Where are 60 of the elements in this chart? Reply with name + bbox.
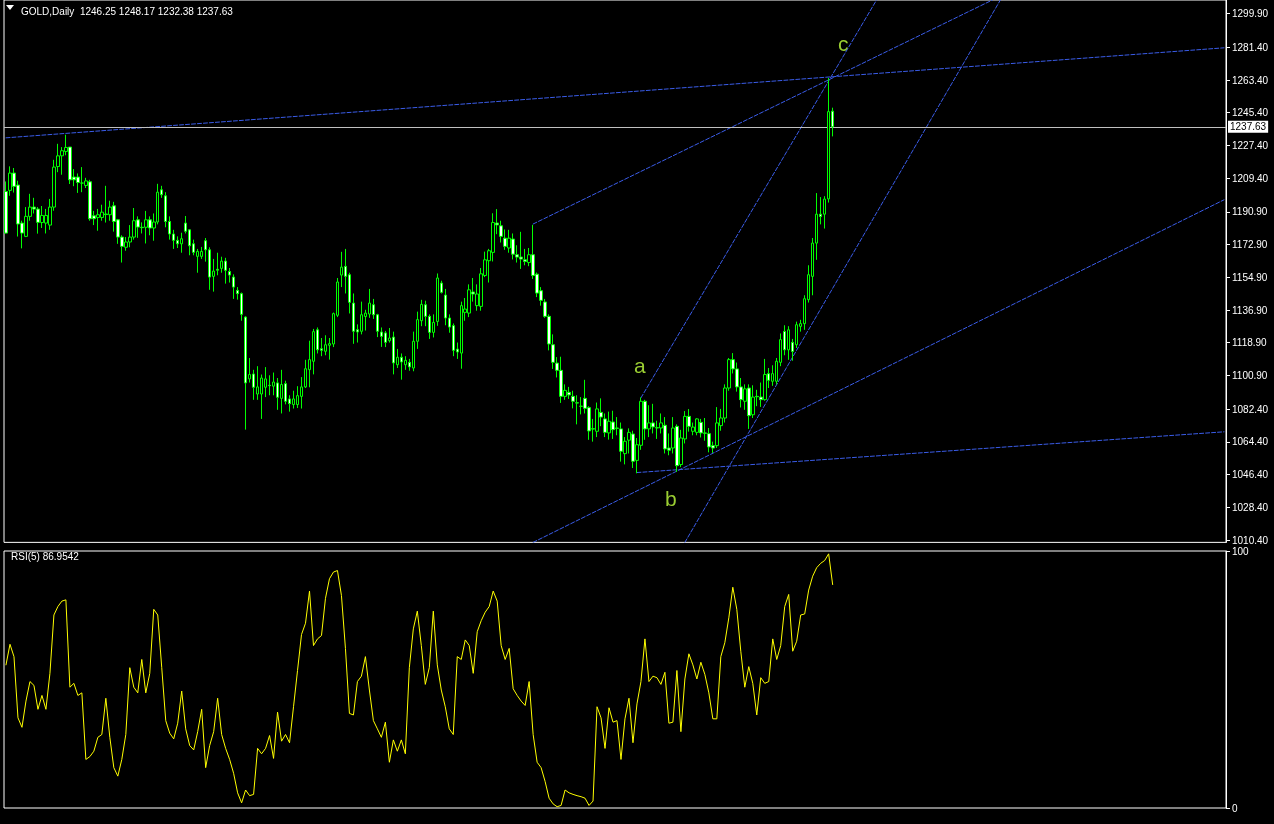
- candlestick: [104, 185, 108, 224]
- candlestick: [519, 231, 523, 270]
- chart-title: RSI(5) 86.9542: [11, 550, 80, 562]
- candlestick: [180, 232, 183, 254]
- annotation: b: [665, 487, 677, 510]
- candlestick: [511, 232, 515, 260]
- candlestick: [80, 166, 84, 193]
- y-tick-label: 1028.40: [1232, 501, 1269, 513]
- y-tick-label: 1209.40: [1232, 172, 1269, 184]
- candlestick: [88, 179, 92, 222]
- candlestick: [392, 331, 395, 375]
- annotation: c: [838, 32, 849, 55]
- y-tick-label: 1064.40: [1232, 436, 1269, 448]
- candlestick: [280, 369, 283, 414]
- y-tick-label: 1136.90: [1232, 304, 1268, 316]
- line-series: [5, 553, 834, 808]
- candlestick: [787, 325, 790, 361]
- candlestick: [663, 416, 667, 454]
- y-tick-label: 100: [1232, 545, 1250, 557]
- y-tick-label: 1082.40: [1232, 403, 1269, 415]
- y-tick-label: 1046.40: [1232, 469, 1269, 481]
- y-tick-label: 1118.90: [1232, 337, 1268, 349]
- candlestick: [224, 257, 227, 285]
- candlestick: [144, 210, 148, 244]
- candlestick: [460, 301, 463, 370]
- candlestick: [695, 417, 699, 436]
- candlestick: [607, 411, 611, 441]
- candlestick: [647, 404, 651, 438]
- candlestick: [559, 356, 563, 404]
- candlestick: [324, 334, 327, 356]
- candlestick: [400, 352, 403, 381]
- candlestick: [384, 330, 387, 348]
- y-tick-label: 1299.90: [1232, 8, 1269, 20]
- candlestick: [244, 315, 247, 431]
- candlestick: [611, 410, 615, 440]
- candlestick: [436, 272, 439, 327]
- y-tick-label: 1100.90: [1232, 369, 1268, 381]
- candlestick: [575, 394, 579, 425]
- candlestick: [595, 402, 599, 438]
- y-tick-label: 1190.90: [1232, 206, 1268, 218]
- candlestick: [747, 383, 751, 430]
- y-tick-label: 1172.90: [1232, 239, 1268, 251]
- candlestick: [228, 267, 231, 284]
- candlestick: [715, 406, 719, 449]
- candlestick: [96, 208, 100, 232]
- y-tick-label: 1281.40: [1232, 41, 1269, 53]
- y-tick-label: 1245.40: [1232, 107, 1269, 119]
- y-tick-label: 1263.40: [1232, 74, 1269, 86]
- candlestick: [631, 430, 635, 469]
- y-tick-label: 1154.90: [1232, 271, 1268, 283]
- y-tick-label: 1227.40: [1232, 139, 1269, 151]
- candlestick: [699, 418, 703, 438]
- candlestick: [292, 390, 295, 410]
- candlestick: [232, 273, 235, 300]
- candlestick: [432, 313, 435, 338]
- y-tick-label: 1010.40: [1232, 534, 1269, 546]
- ref-line-label: 1237.63: [1230, 121, 1267, 133]
- annotation: a: [634, 354, 646, 377]
- text: GOLD,Daily 1246.25 1248.17 1232.38 1237.63: [21, 5, 234, 17]
- y-tick-label: 0: [1232, 802, 1238, 814]
